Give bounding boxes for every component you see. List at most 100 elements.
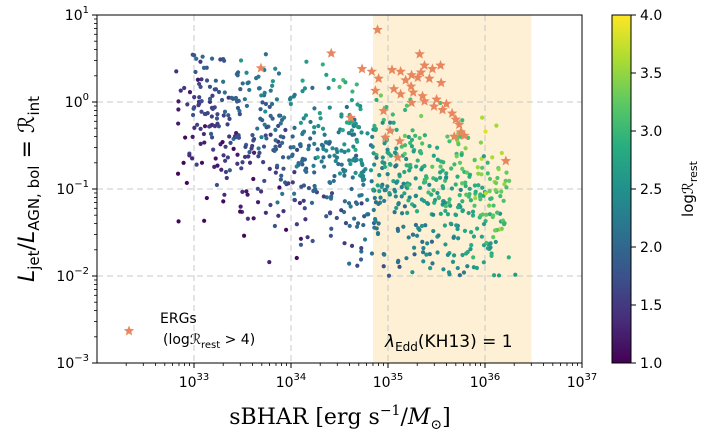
erg-star (394, 135, 405, 146)
scatter-point (502, 222, 507, 227)
scatter-point (238, 209, 243, 214)
scatter-point (262, 90, 267, 95)
scatter-point (300, 78, 305, 83)
scatter-point (255, 186, 260, 191)
scatter-point (368, 168, 374, 173)
scatter-point (255, 200, 261, 205)
scatter-point (297, 142, 303, 147)
scatter-point (431, 212, 436, 217)
scatter-point (276, 123, 281, 129)
scatter-point (404, 103, 410, 108)
erg-star (388, 83, 400, 94)
scatter-point (207, 84, 213, 89)
scatter-point (443, 208, 448, 214)
scatter-point (275, 200, 280, 205)
scatter-point (413, 193, 419, 198)
scatter-point (506, 255, 511, 260)
scatter-point (207, 96, 213, 101)
scatter-point (480, 165, 485, 170)
scatter-point (493, 239, 498, 245)
scatter-point (380, 120, 385, 125)
x-tick-label: 1036 (470, 372, 501, 391)
scatter-point (347, 223, 352, 229)
erg-star (405, 80, 417, 91)
scatter-point (405, 210, 410, 215)
scatter-point (304, 59, 309, 64)
scatter-point (292, 197, 297, 203)
scatter-point (233, 95, 239, 101)
scatter-point (423, 223, 428, 228)
scatter-point (451, 253, 457, 258)
scatter-point (479, 172, 484, 177)
scatter-point (420, 250, 426, 255)
scatter-point (261, 144, 267, 149)
scatter-point (276, 213, 281, 218)
scatter-point (422, 133, 427, 138)
scatter-point (207, 124, 212, 129)
scatter-point (258, 116, 263, 121)
scatter-point (238, 87, 243, 92)
scatter-point (324, 214, 329, 219)
scatter-point (185, 102, 190, 107)
scatter-point (397, 172, 402, 177)
scatter-point (256, 146, 261, 151)
scatter-point (427, 144, 432, 149)
colorbar-gradient (611, 14, 632, 364)
scatter-point (421, 246, 426, 251)
scatter-point (187, 153, 192, 158)
scatter-point (476, 171, 481, 176)
scatter-point (361, 169, 366, 174)
scatter-point (176, 219, 181, 224)
scatter-point (201, 131, 206, 137)
scatter-point (259, 135, 264, 140)
scatter-point (267, 104, 272, 110)
scatter-point (250, 133, 255, 138)
scatter-point (258, 189, 264, 194)
scatter-point (194, 56, 199, 61)
colorbar-tick-label: 2.0 (640, 240, 662, 256)
scatter-point (300, 89, 305, 94)
legend: ERGs (logℛrest > 4) (123, 311, 255, 351)
scatter-point (273, 138, 278, 143)
scatter-point (209, 135, 215, 140)
scatter-point (276, 71, 282, 76)
scatter-point (292, 170, 297, 175)
scatter-point (391, 120, 396, 125)
scatter-point (319, 142, 325, 147)
scatter-point (329, 194, 334, 199)
scatter-point (289, 153, 295, 159)
scatter-point (245, 80, 250, 86)
scatter-point (498, 193, 503, 199)
scatter-point (274, 97, 279, 102)
scatter-point (294, 147, 300, 152)
scatter-point (360, 178, 366, 183)
scatter-point (395, 226, 400, 231)
erg-star (400, 74, 411, 85)
scatter-point (372, 123, 377, 128)
scatter-point (260, 100, 265, 105)
scatter-point (278, 134, 283, 139)
scatter-point (355, 263, 360, 268)
erg-star (366, 66, 377, 76)
scatter-point (194, 162, 199, 167)
scatter-point (392, 150, 398, 155)
scatter-point (355, 221, 361, 226)
scatter-point (387, 191, 392, 196)
scatter-point (494, 180, 499, 186)
erg-star (406, 97, 417, 108)
scatter-point (234, 99, 240, 104)
scatter-point (395, 260, 401, 265)
scatter-point (245, 192, 250, 197)
scatter-point (447, 139, 452, 144)
erg-star (372, 24, 383, 35)
erg-star (446, 107, 458, 118)
scatter-point (226, 113, 231, 118)
scatter-point (406, 198, 411, 203)
scatter-point (312, 125, 317, 130)
scatter-point (296, 160, 301, 166)
scatter-point (504, 185, 509, 190)
scatter-point (394, 205, 399, 211)
scatter-point (382, 198, 387, 204)
scatter-point (228, 140, 233, 145)
scatter-point (222, 192, 227, 197)
